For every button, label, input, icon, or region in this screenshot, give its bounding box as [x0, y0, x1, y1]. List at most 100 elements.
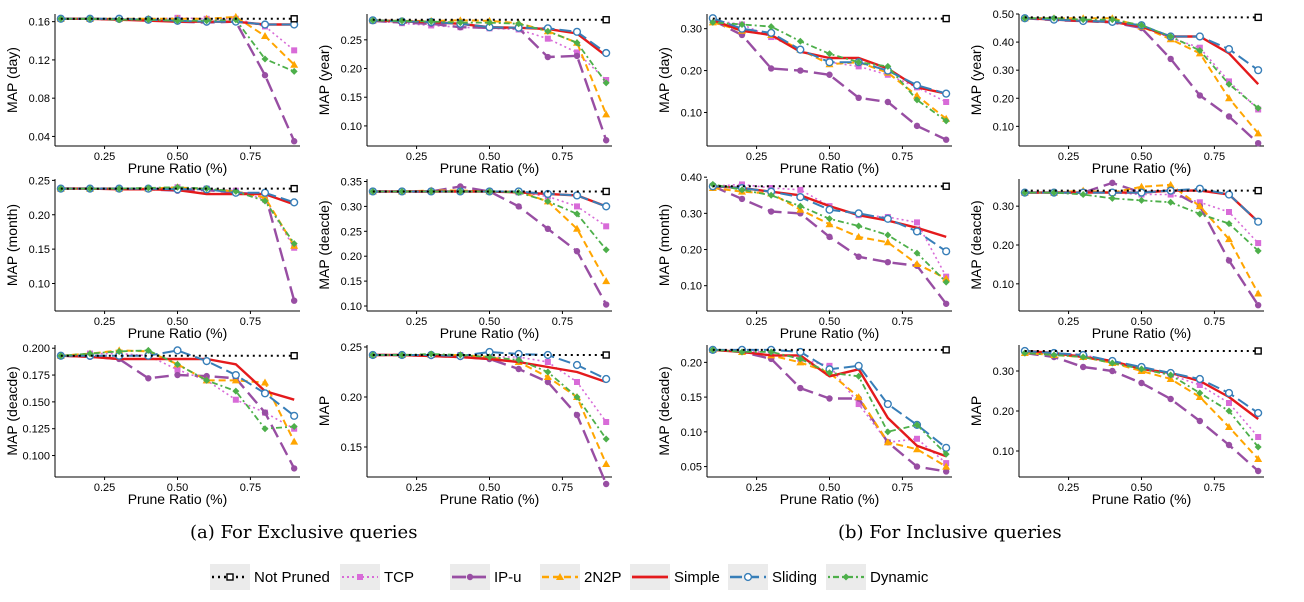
x-axis-label: Prune Ratio (%) [440, 325, 540, 341]
series-line [372, 19, 608, 115]
data-point [826, 233, 833, 241]
y-tick-label: 0.35 [341, 176, 362, 188]
x-tick-label: 0.25 [1058, 482, 1079, 494]
x-tick-label: 0.25 [94, 316, 115, 328]
x-tick-label: 0.50 [479, 316, 500, 328]
data-point [174, 366, 181, 373]
data-point [1196, 92, 1204, 99]
data-point [767, 65, 775, 72]
data-point [1138, 196, 1145, 204]
series-not-pruned [712, 346, 950, 354]
data-point [854, 232, 863, 240]
data-point [573, 52, 581, 60]
y-tick-label: 0.15 [341, 442, 362, 454]
data-point [261, 425, 269, 433]
y-tick-label: 0.05 [681, 462, 702, 474]
data-point [602, 351, 610, 359]
data-point [602, 48, 611, 58]
y-tick-label: 0.10 [681, 107, 702, 119]
data-point [913, 445, 921, 453]
legend-item-tcp: TCP [340, 564, 414, 590]
data-point [767, 208, 775, 215]
data-point [290, 437, 299, 445]
y-tick-label: 0.10 [29, 279, 50, 291]
data-point [797, 186, 804, 193]
data-point [942, 300, 950, 307]
data-point [261, 378, 269, 386]
x-tick-label: 0.50 [819, 151, 840, 163]
legend-item-dynamic: Dynamic [826, 564, 929, 590]
data-point [290, 15, 298, 23]
series-line [60, 354, 295, 401]
y-tick-label: 0.20 [993, 406, 1014, 418]
data-point [572, 191, 582, 200]
data-point [1254, 139, 1262, 147]
legend-label: 2N2P [584, 569, 622, 586]
data-point [767, 191, 775, 199]
legend-marker [556, 573, 564, 580]
data-point [602, 460, 611, 467]
data-point [1225, 220, 1233, 228]
legend-label: Sliding [772, 569, 817, 586]
x-tick-label: 0.50 [819, 482, 840, 494]
x-tick-label: 0.75 [1204, 151, 1225, 163]
chart-panel-9: 0.100 0.125 0.150 0.175 0.200 0.25 0.50 0.75 Pru… [4, 343, 300, 507]
data-point [942, 346, 950, 354]
series-2n2p [1020, 14, 1263, 137]
data-point [290, 138, 298, 145]
x-tick-label: 0.25 [746, 482, 767, 494]
data-point [1254, 247, 1262, 255]
data-point [486, 19, 493, 27]
data-point [456, 351, 464, 359]
data-point [173, 346, 182, 355]
data-point [145, 375, 152, 382]
data-point [797, 67, 804, 74]
data-point [398, 187, 406, 195]
x-tick-label: 0.50 [819, 316, 840, 328]
series-line [1024, 17, 1259, 111]
y-tick-label: 0.15 [681, 392, 702, 404]
y-tick-label: 0.20 [341, 392, 362, 404]
data-point [855, 63, 862, 70]
data-point [1224, 388, 1234, 398]
data-point [456, 19, 464, 27]
x-tick-label: 0.25 [94, 482, 115, 494]
series-line [1024, 17, 1259, 72]
data-point [174, 371, 181, 379]
data-point [1226, 209, 1232, 215]
data-point [826, 369, 833, 377]
data-point [1196, 389, 1204, 397]
y-tick-label: 0.150 [22, 397, 50, 409]
data-point [942, 89, 951, 98]
data-point [86, 15, 94, 23]
series-not-pruned [372, 187, 610, 196]
data-point [602, 301, 610, 308]
legend-marker [357, 574, 363, 580]
data-point [203, 376, 211, 384]
series-ip-u [57, 15, 298, 145]
data-point [884, 62, 892, 70]
data-point [709, 18, 717, 26]
data-point [290, 465, 298, 472]
data-point [290, 352, 298, 360]
data-point [796, 355, 804, 363]
data-point [290, 411, 299, 420]
x-tick-label: 0.50 [479, 482, 500, 494]
data-point [942, 247, 951, 256]
x-axis-label: Prune Ratio (%) [780, 160, 880, 176]
data-point [1254, 217, 1263, 226]
data-point [1254, 129, 1263, 137]
y-tick-label: 0.20 [29, 210, 50, 222]
data-point [86, 185, 94, 193]
data-point [942, 136, 950, 143]
series-2n2p [368, 186, 611, 285]
data-point [515, 365, 522, 373]
x-axis-label: Prune Ratio (%) [1092, 325, 1192, 341]
data-point [883, 438, 892, 446]
y-tick-label: 0.16 [29, 17, 50, 29]
x-tick-label: 0.25 [746, 316, 767, 328]
legend-marker [226, 573, 234, 581]
caption-inclusive: (b) For Inclusive queries [838, 522, 1062, 543]
data-point [290, 184, 298, 193]
x-tick-label: 0.75 [1204, 482, 1225, 494]
